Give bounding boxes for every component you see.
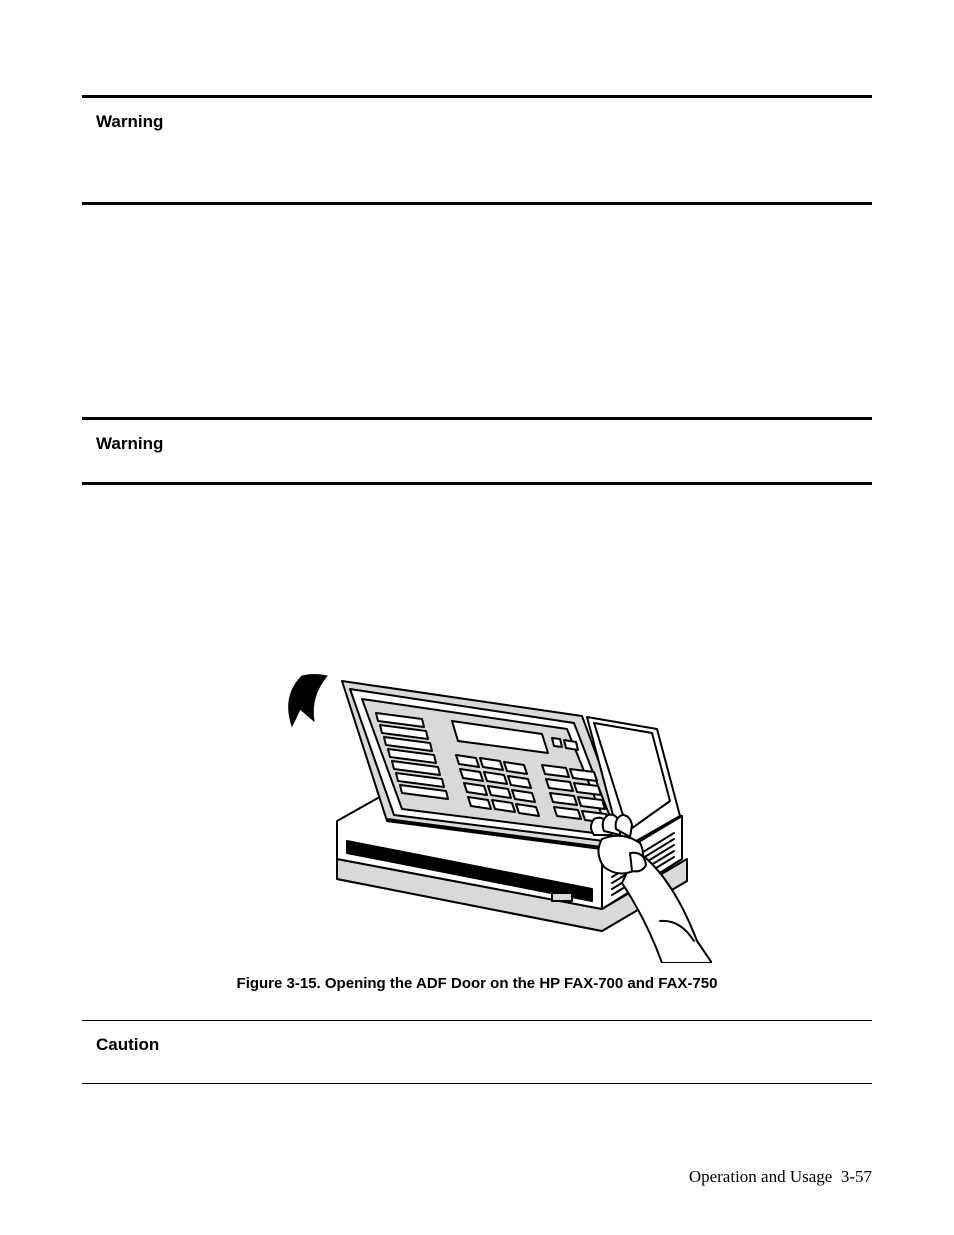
rule-top [82, 95, 872, 98]
page-footer: Operation and Usage 3-57 [689, 1167, 872, 1187]
warning-label-1: Warning [96, 112, 872, 132]
footer-page: 3-57 [841, 1167, 872, 1186]
warning-block-2: Warning [82, 417, 872, 485]
rule-bottom [82, 1083, 872, 1084]
rule-top [82, 1020, 872, 1021]
figure-caption: Figure 3-15. Opening the ADF Door on the… [237, 975, 718, 992]
footer-chapter: Operation and Usage [689, 1167, 833, 1186]
warning-label-2: Warning [96, 434, 872, 454]
figure-3-15: Figure 3-15. Opening the ADF Door on the… [82, 621, 872, 1020]
warning-block-1: Warning [82, 95, 872, 205]
figure-illustration [242, 621, 712, 963]
caution-label: Caution [96, 1035, 872, 1055]
rule-top [82, 417, 872, 420]
caution-block: Caution [82, 1020, 872, 1084]
